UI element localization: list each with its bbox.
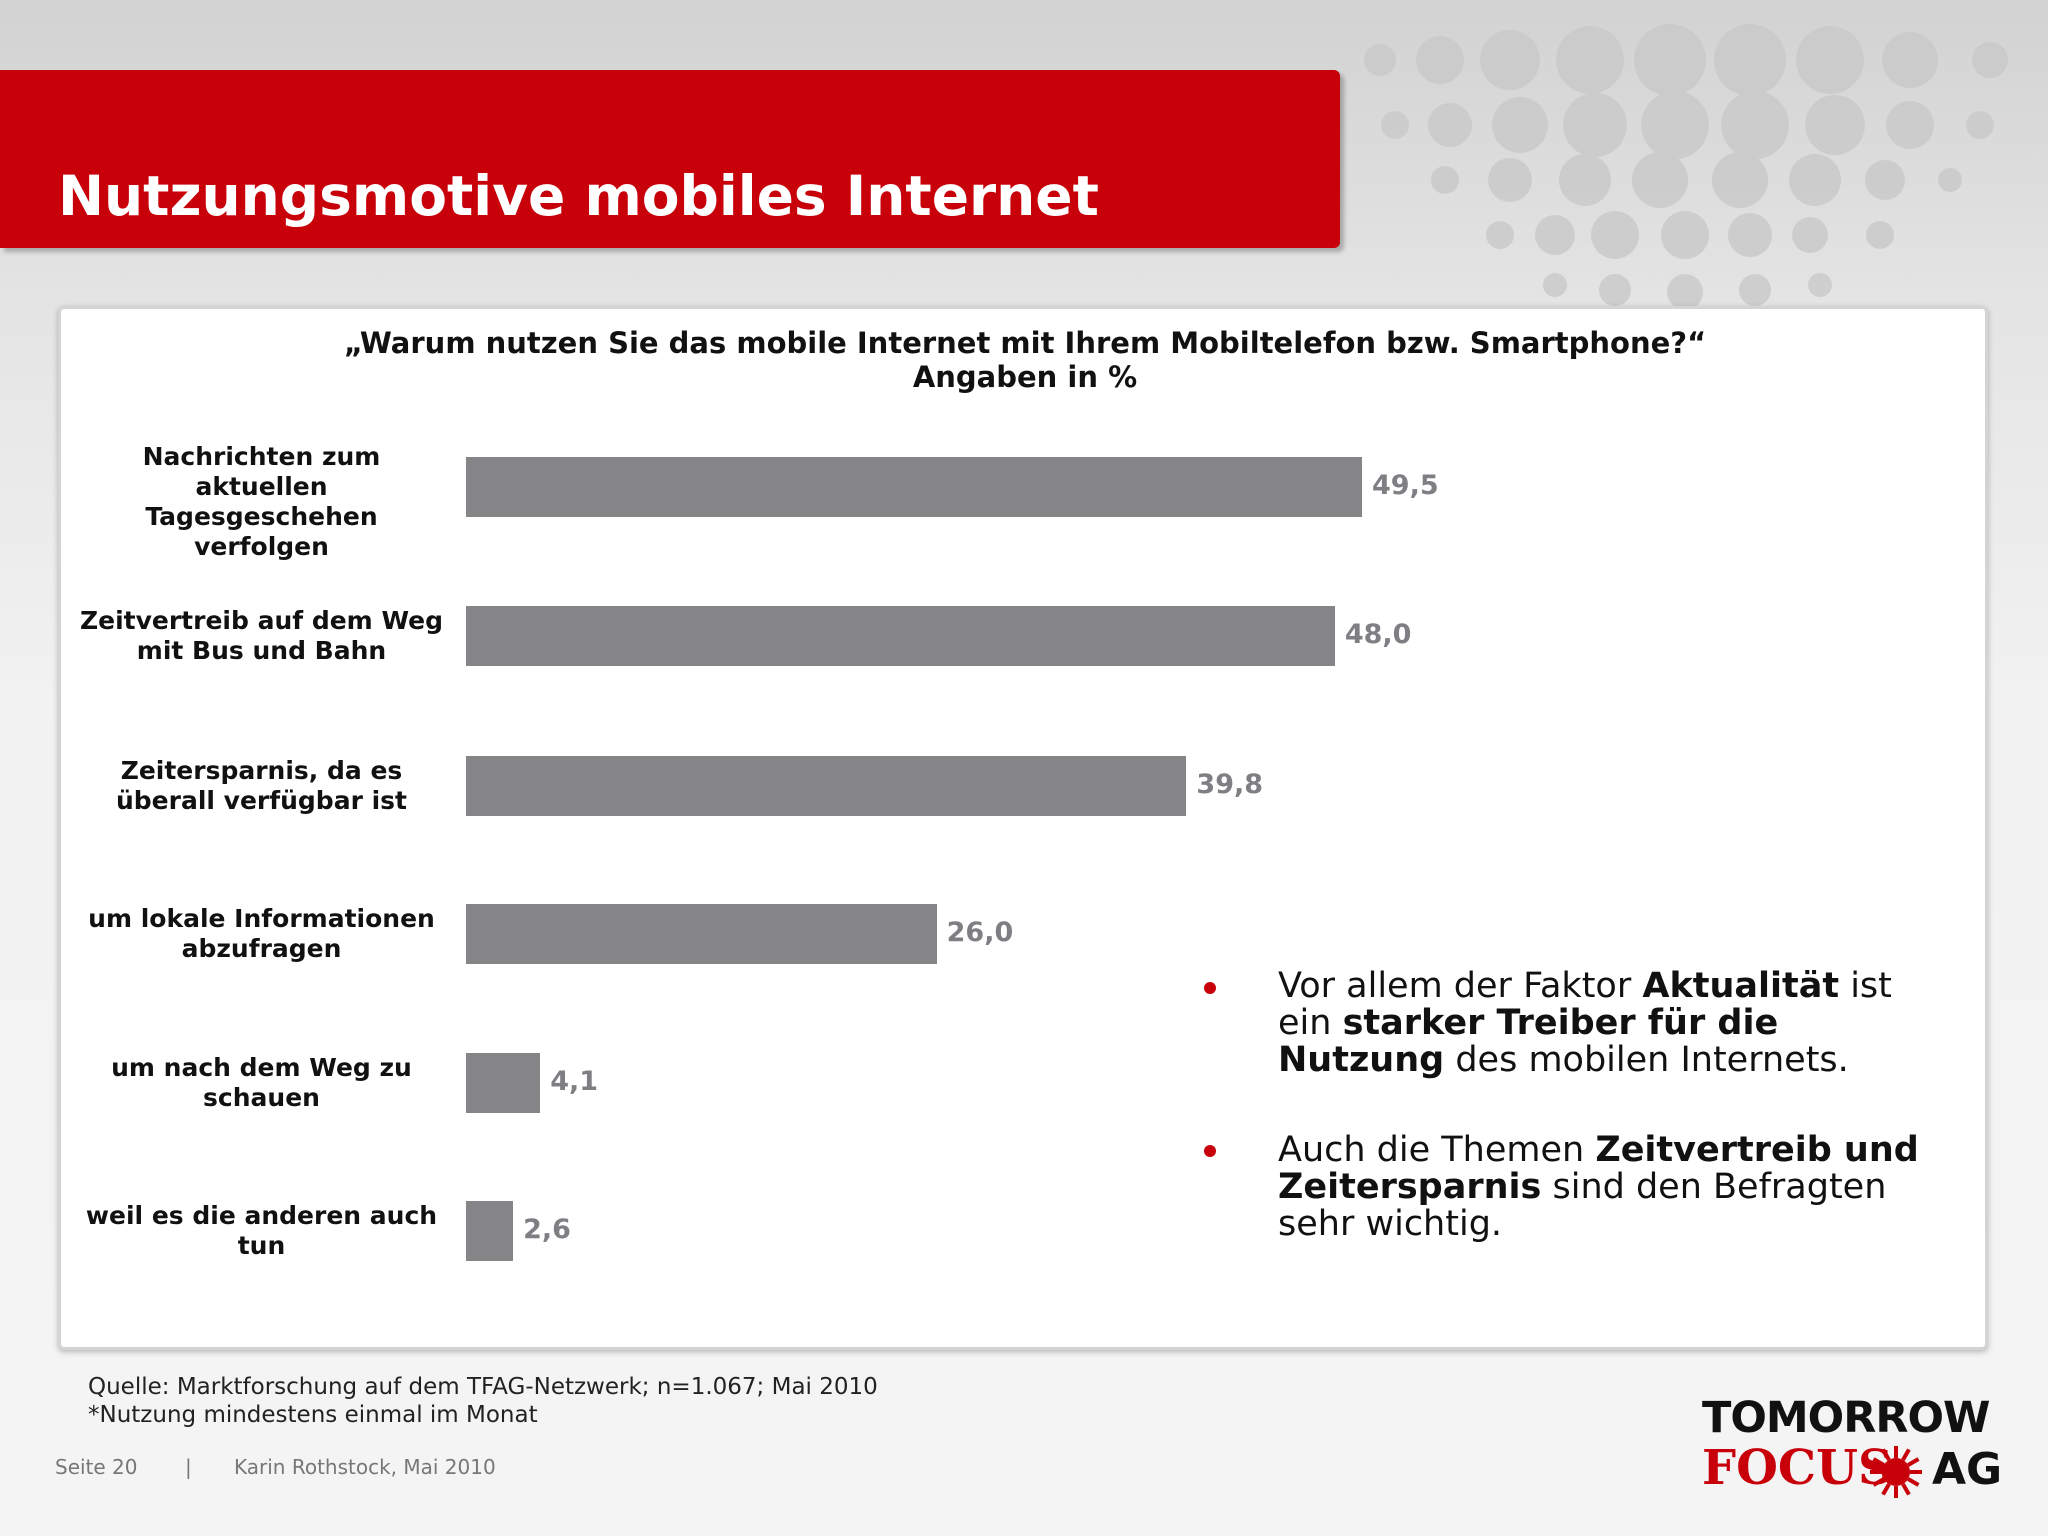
bar	[466, 756, 1187, 816]
chart-subtitle: Angaben in %	[912, 360, 1138, 394]
logo-burst-icon	[1870, 1446, 1922, 1498]
page-number: Seite 20	[55, 1455, 138, 1479]
bullet-text-1: Vor allem der Faktor Aktualität ist ein …	[1278, 966, 1892, 1080]
slide-title: Nutzungsmotive mobiles Internet	[58, 164, 1099, 228]
logo-ag: AG	[1932, 1444, 2003, 1495]
category-label: um nach dem Weg zu schauen	[111, 1053, 412, 1112]
logo-focus: FOCUS	[1702, 1440, 1893, 1496]
category-label: Zeitersparnis, da es überall verfügbar is…	[115, 756, 408, 815]
source-note: Quelle: Marktforschung auf dem TFAG-Netz…	[88, 1373, 878, 1429]
bar	[466, 1201, 514, 1261]
title-banner: Nutzungsmotive mobiles Internet	[0, 70, 1340, 248]
category-label: Zeitvertreib auf dem Weg mit Bus und Bahn	[80, 606, 443, 665]
bar-value-label: 4,1	[550, 1066, 599, 1097]
bar	[466, 1053, 541, 1113]
category-label: Nachrichten zum aktuellen Tagesgeschehen v…	[142, 442, 381, 561]
source-line: Quelle: Marktforschung auf dem TFAG-Netz…	[88, 1374, 878, 1400]
category-label: weil es die anderen auch tun	[85, 1201, 438, 1260]
category-label: um lokale Informationen abzufragen	[88, 904, 435, 963]
footnote-line: *Nutzung mindestens einmal im Monat	[88, 1402, 538, 1428]
bar-value-label: 2,6	[523, 1214, 571, 1245]
bar-value-label: 26,0	[946, 917, 1014, 948]
bullet-marker	[1204, 1145, 1216, 1157]
bar	[466, 904, 937, 964]
footer-separator: |	[185, 1455, 192, 1479]
bullet-marker	[1204, 982, 1216, 994]
footer-author: Karin Rothstock, Mai 2010	[234, 1455, 496, 1479]
bar	[466, 606, 1335, 666]
bullet-text-2: Auch die Themen Zeitvertreib und Zeiters…	[1278, 1130, 1919, 1244]
bar-value-label: 48,0	[1344, 619, 1412, 650]
bar	[466, 457, 1362, 517]
logo-tomorrow: TOMORROW	[1702, 1393, 1990, 1443]
bar-value-label: 39,8	[1196, 769, 1264, 800]
bar-value-label: 49,5	[1372, 470, 1439, 501]
decorative-dot-pattern	[1364, 24, 2008, 310]
chart-title: „Warum nutzen Sie das mobile Internet mi…	[343, 326, 1707, 360]
